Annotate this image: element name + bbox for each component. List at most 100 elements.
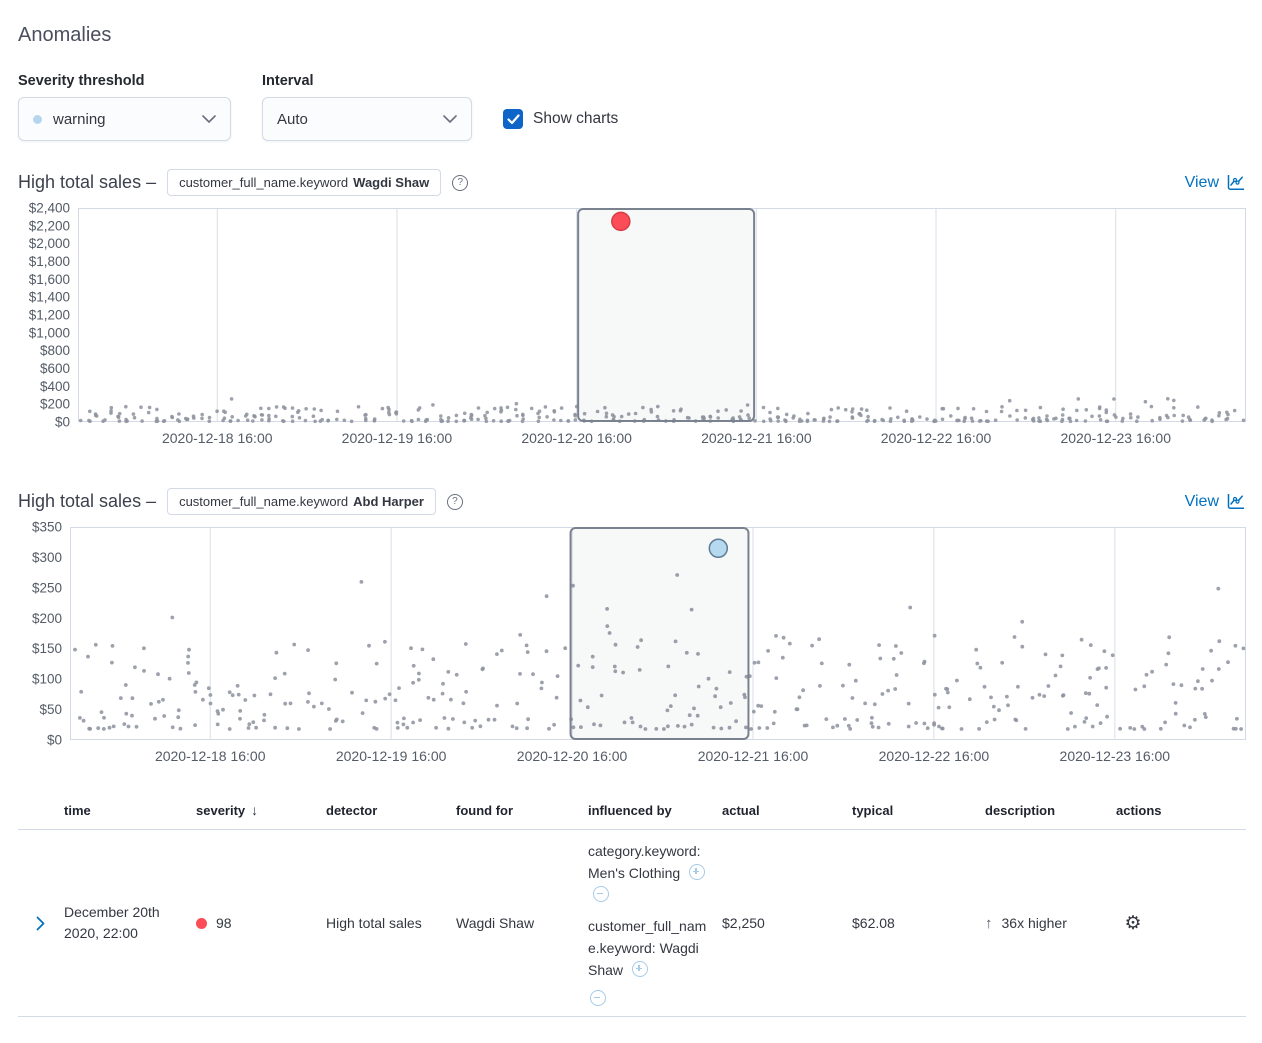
entity-field: customer_full_name.keyword (179, 494, 349, 509)
svg-text:2020-12-20 16:00: 2020-12-20 16:00 (521, 430, 632, 446)
svg-text:$250: $250 (32, 580, 62, 595)
chart-title: High total sales – (18, 172, 157, 192)
interval-control: Interval Auto (262, 73, 472, 141)
interval-select[interactable]: Auto (262, 97, 472, 141)
sort-desc-icon: ↓ (251, 802, 259, 818)
svg-text:$600: $600 (40, 361, 70, 376)
controls-bar: Severity threshold warning Interval Auto (18, 73, 1246, 141)
column-header-found-for[interactable]: found for (456, 803, 514, 818)
svg-text:$1,200: $1,200 (29, 308, 70, 323)
description-text: 36x higher (1001, 914, 1067, 931)
view-button[interactable]: View (1185, 174, 1246, 192)
page-title: Anomalies (18, 24, 112, 46)
interval-value: Auto (277, 110, 308, 128)
svg-text:$2,200: $2,200 (29, 218, 70, 233)
influenced-by-cell: category.keyword: Men's Clothing custome… (588, 830, 722, 1016)
column-header-actions: actions (1116, 803, 1162, 818)
chart-header: High total sales – customer_full_name.ke… (18, 169, 1246, 196)
svg-text:$400: $400 (40, 379, 70, 394)
view-label: View (1184, 173, 1219, 191)
severity-threshold-control: Severity threshold warning (18, 73, 231, 141)
svg-text:$0: $0 (47, 733, 62, 748)
column-header-severity[interactable]: severity ↓ (196, 802, 259, 818)
influencer-text: category.keyword: Men's Clothing (588, 843, 701, 881)
svg-text:$150: $150 (32, 641, 62, 656)
help-icon[interactable]: ? (452, 174, 469, 191)
warning-severity-dot (33, 114, 42, 124)
anomaly-chart-section-2: High total sales – customer_full_name.ke… (18, 488, 1246, 770)
description-cell: ↑ 36x higher (985, 903, 1116, 944)
chart-header: High total sales – customer_full_name.ke… (18, 488, 1246, 515)
anomaly-chart-section-1: High total sales – customer_full_name.ke… (18, 169, 1246, 452)
svg-text:$2,000: $2,000 (29, 236, 70, 251)
time-cell: December 20th 2020, 22:00 (64, 904, 160, 941)
column-header-description[interactable]: description (985, 803, 1056, 818)
chevron-down-icon (202, 115, 216, 123)
chevron-right-icon (36, 916, 44, 930)
header-spacer (18, 792, 64, 829)
svg-text:2020-12-21 16:00: 2020-12-21 16:00 (698, 748, 809, 764)
view-label: View (1184, 492, 1219, 510)
table-row: December 20th 2020, 22:00 98 High total … (18, 830, 1246, 1017)
line-chart-icon (1227, 174, 1244, 190)
detector-cell: High total sales (326, 914, 422, 931)
arrow-up-icon: ↑ (985, 914, 993, 932)
svg-text:2020-12-19 16:00: 2020-12-19 16:00 (342, 430, 453, 446)
severity-threshold-select[interactable]: warning (18, 97, 231, 141)
typical-cell: $62.08 (852, 914, 895, 931)
add-filter-icon[interactable] (689, 864, 706, 880)
column-header-influenced-by[interactable]: influenced by (588, 803, 672, 818)
svg-text:$0: $0 (55, 415, 70, 430)
show-charts-label: Show charts (533, 110, 619, 127)
entity-value: Abd Harper (353, 494, 424, 509)
svg-text:$1,400: $1,400 (29, 290, 70, 305)
svg-text:2020-12-18 16:00: 2020-12-18 16:00 (155, 748, 266, 764)
anomaly-scatter-chart-wagdi-shaw[interactable]: 2020-12-18 16:00 2020-12-19 16:00 2020-12-… (18, 200, 1246, 452)
column-header-time[interactable]: time (64, 803, 91, 818)
severity-threshold-value: warning (53, 110, 106, 128)
influencer-text: customer_full_name.keyword: Wagdi Shaw (588, 918, 707, 978)
severity-dot (196, 917, 207, 929)
svg-text:2020-12-22 16:00: 2020-12-22 16:00 (881, 430, 992, 446)
help-icon[interactable]: ? (446, 493, 463, 510)
show-charts-checkbox[interactable] (503, 109, 523, 129)
expand-cell (18, 899, 64, 947)
influencer-item: category.keyword: Men's Clothing (588, 840, 710, 906)
svg-text:$2,400: $2,400 (29, 201, 70, 216)
table-header-row: time severity ↓ detector found for influ… (18, 792, 1246, 830)
show-charts-toggle[interactable]: Show charts (503, 109, 618, 129)
chevron-down-icon (443, 115, 457, 123)
entity-badge[interactable]: customer_full_name.keyword Wagdi Shaw (167, 169, 442, 196)
svg-text:$100: $100 (32, 672, 62, 687)
remove-filter-icon[interactable] (590, 990, 606, 1006)
severity-cell: 98 (196, 903, 326, 944)
gear-icon: ⚙ (1124, 912, 1142, 934)
svg-text:2020-12-20 16:00: 2020-12-20 16:00 (517, 748, 628, 764)
svg-text:$300: $300 (32, 550, 62, 565)
row-actions-button[interactable]: ⚙ (1118, 908, 1148, 938)
view-button[interactable]: View (1185, 493, 1246, 511)
svg-text:2020-12-21 16:00: 2020-12-21 16:00 (701, 430, 812, 446)
anomaly-scatter-chart-abd-harper[interactable]: 2020-12-18 16:00 2020-12-19 16:00 2020-12-… (18, 519, 1246, 770)
interval-label: Interval (262, 73, 314, 89)
svg-text:2020-12-22 16:00: 2020-12-22 16:00 (879, 748, 990, 764)
influencer-item: customer_full_name.keyword: Wagdi Shaw (588, 915, 710, 1006)
actions-cell: ⚙ (1116, 898, 1246, 948)
svg-text:$1,000: $1,000 (29, 325, 70, 340)
entity-value: Wagdi Shaw (353, 175, 430, 190)
svg-text:$1,800: $1,800 (29, 254, 70, 269)
column-header-detector[interactable]: detector (326, 803, 378, 818)
entity-field: customer_full_name.keyword (179, 175, 349, 190)
severity-threshold-label: Severity threshold (18, 73, 145, 89)
column-header-typical[interactable]: typical (852, 803, 894, 818)
add-filter-icon[interactable] (631, 961, 648, 977)
expand-row-button[interactable] (26, 909, 54, 937)
column-header-actual[interactable]: actual (722, 803, 760, 818)
svg-text:2020-12-18 16:00: 2020-12-18 16:00 (162, 430, 273, 446)
svg-text:$350: $350 (32, 520, 62, 535)
line-chart-icon (1227, 493, 1244, 509)
svg-text:2020-12-19 16:00: 2020-12-19 16:00 (336, 748, 447, 764)
remove-filter-icon[interactable] (593, 886, 609, 902)
entity-badge[interactable]: customer_full_name.keyword Abd Harper (167, 488, 436, 515)
